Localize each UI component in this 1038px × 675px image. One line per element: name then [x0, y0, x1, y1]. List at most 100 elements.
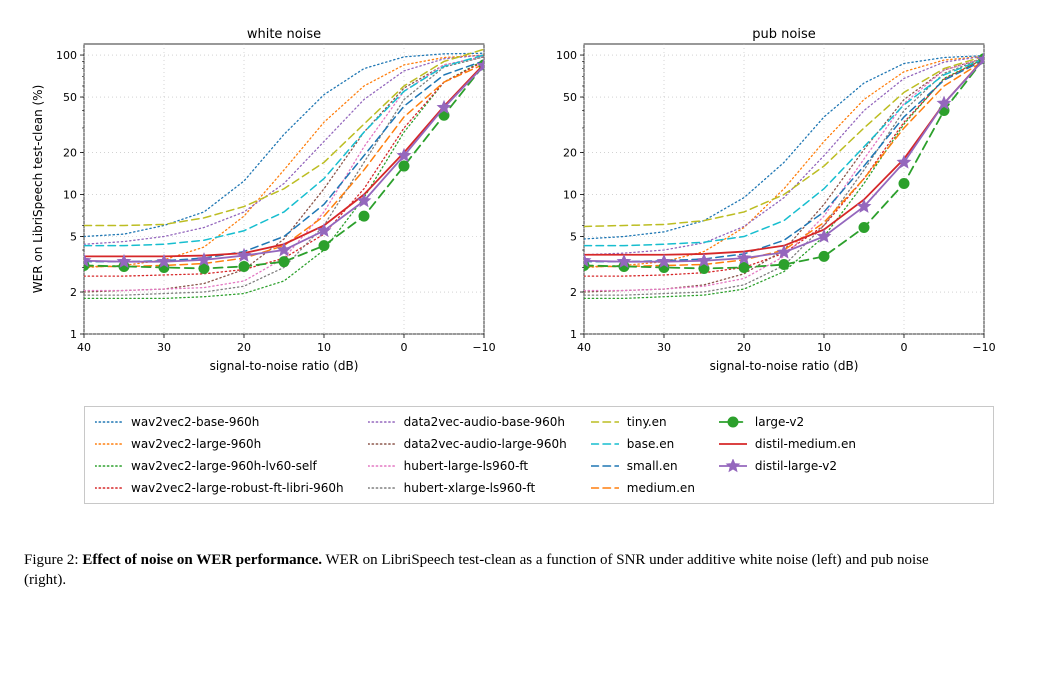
- legend-item: hubert-xlarge-ls960-ft: [368, 479, 567, 497]
- legend-swatch: [591, 459, 619, 473]
- xtick-label: 20: [737, 341, 751, 354]
- legend-label: hubert-large-ls960-ft: [404, 459, 528, 473]
- legend-item: tiny.en: [591, 413, 695, 431]
- legend-item: medium.en: [591, 479, 695, 497]
- xtick-label: 0: [401, 341, 408, 354]
- xtick-label: 0: [901, 341, 908, 354]
- series-line: [84, 66, 484, 262]
- legend-column: data2vec-audio-base-960h data2vec-audio-l…: [368, 413, 567, 497]
- legend-label: wav2vec2-large-960h-lv60-self: [131, 459, 317, 473]
- legend-label: distil-large-v2: [755, 459, 837, 473]
- x-axis-label: signal-to-noise ratio (dB): [710, 359, 859, 373]
- xtick-label: 10: [817, 341, 831, 354]
- ytick-label: 5: [70, 231, 77, 244]
- series-line: [84, 64, 484, 256]
- ytick-label: 100: [56, 49, 77, 62]
- legend-label: hubert-xlarge-ls960-ft: [404, 481, 536, 495]
- legend-item: wav2vec2-large-robust-ft-libri-960h: [95, 479, 344, 497]
- series-line: [84, 53, 484, 236]
- subplot-pub-wrap: 125102050100403020100−10signal-to-noise …: [524, 24, 1014, 388]
- legend-label: tiny.en: [627, 415, 667, 429]
- ytick-label: 10: [563, 189, 577, 202]
- ytick-label: 2: [570, 286, 577, 299]
- caption-prefix: Figure 2:: [24, 552, 82, 568]
- ytick-label: 5: [570, 231, 577, 244]
- series-line: [84, 61, 484, 262]
- legend-item: base.en: [591, 435, 695, 453]
- y-axis-label: WER on LibriSpeech test-clean (%): [31, 85, 45, 294]
- legend-label: wav2vec2-large-960h: [131, 437, 261, 451]
- xtick-label: 30: [657, 341, 671, 354]
- legend-item: data2vec-audio-large-960h: [368, 435, 567, 453]
- legend: wav2vec2-base-960h wav2vec2-large-960h wav…: [84, 406, 994, 504]
- ytick-label: 20: [563, 147, 577, 160]
- ytick-label: 1: [570, 328, 577, 341]
- caption-bold: Effect of noise on WER performance.: [82, 552, 322, 568]
- legend-item: wav2vec2-base-960h: [95, 413, 344, 431]
- subplot-pub: 125102050100403020100−10signal-to-noise …: [524, 24, 1014, 384]
- figure-container: 125102050100403020100−10signal-to-noise …: [24, 24, 1014, 591]
- ytick-label: 50: [563, 91, 577, 104]
- legend-label: wav2vec2-large-robust-ft-libri-960h: [131, 481, 344, 495]
- legend-swatch: [719, 459, 747, 473]
- series-line: [584, 60, 984, 262]
- legend-swatch: [95, 437, 123, 451]
- legend-swatch: [719, 437, 747, 451]
- subplot-white: 125102050100403020100−10signal-to-noise …: [24, 24, 514, 384]
- legend-item: wav2vec2-large-960h-lv60-self: [95, 457, 344, 475]
- legend-item: hubert-large-ls960-ft: [368, 457, 567, 475]
- series-line: [84, 49, 484, 225]
- legend-item: wav2vec2-large-960h: [95, 435, 344, 453]
- x-axis-label: signal-to-noise ratio (dB): [210, 359, 359, 373]
- xtick-label: 40: [577, 341, 591, 354]
- xtick-label: 10: [317, 341, 331, 354]
- legend-swatch: [95, 415, 123, 429]
- subplot-white-wrap: 125102050100403020100−10signal-to-noise …: [24, 24, 514, 388]
- legend-swatch: [591, 437, 619, 451]
- legend-label: base.en: [627, 437, 674, 451]
- legend-label: large-v2: [755, 415, 804, 429]
- legend-item: data2vec-audio-base-960h: [368, 413, 567, 431]
- series-line: [584, 56, 984, 226]
- xtick-label: −10: [472, 341, 495, 354]
- ytick-label: 20: [63, 147, 77, 160]
- legend-label: wav2vec2-base-960h: [131, 415, 259, 429]
- ytick-label: 1: [70, 328, 77, 341]
- series-line: [584, 58, 984, 292]
- legend-label: distil-medium.en: [755, 437, 856, 451]
- legend-item: distil-large-v2: [719, 457, 856, 475]
- legend-label: medium.en: [627, 481, 695, 495]
- legend-swatch: [591, 481, 619, 495]
- legend-swatch: [368, 459, 396, 473]
- ytick-label: 10: [63, 189, 77, 202]
- ytick-label: 50: [63, 91, 77, 104]
- legend-label: data2vec-audio-large-960h: [404, 437, 567, 451]
- legend-swatch: [591, 415, 619, 429]
- series-line: [584, 59, 984, 246]
- legend-item: small.en: [591, 457, 695, 475]
- legend-column: large-v2 distil-medium.en distil-large-v2: [719, 413, 856, 497]
- ytick-label: 2: [70, 286, 77, 299]
- ytick-label: 100: [556, 49, 577, 62]
- legend-column: wav2vec2-base-960h wav2vec2-large-960h wav…: [95, 413, 344, 497]
- subplots-row: 125102050100403020100−10signal-to-noise …: [24, 24, 1014, 388]
- legend-swatch: [95, 459, 123, 473]
- legend-swatch: [95, 481, 123, 495]
- series-line: [84, 65, 484, 269]
- series-line: [84, 56, 484, 290]
- subplot-title: white noise: [247, 27, 321, 42]
- legend-swatch: [368, 415, 396, 429]
- legend-swatch: [368, 481, 396, 495]
- legend-item: large-v2: [719, 413, 856, 431]
- legend-swatch: [719, 415, 747, 429]
- xtick-label: 40: [77, 341, 91, 354]
- figure-caption: Figure 2: Effect of noise on WER perform…: [24, 550, 964, 591]
- xtick-label: 20: [237, 341, 251, 354]
- subplot-title: pub noise: [752, 27, 815, 42]
- legend-swatch: [368, 437, 396, 451]
- legend-item: distil-medium.en: [719, 435, 856, 453]
- legend-label: small.en: [627, 459, 678, 473]
- xtick-label: −10: [972, 341, 995, 354]
- legend-column: tiny.en base.en small.en medium.en: [591, 413, 695, 497]
- xtick-label: 30: [157, 341, 171, 354]
